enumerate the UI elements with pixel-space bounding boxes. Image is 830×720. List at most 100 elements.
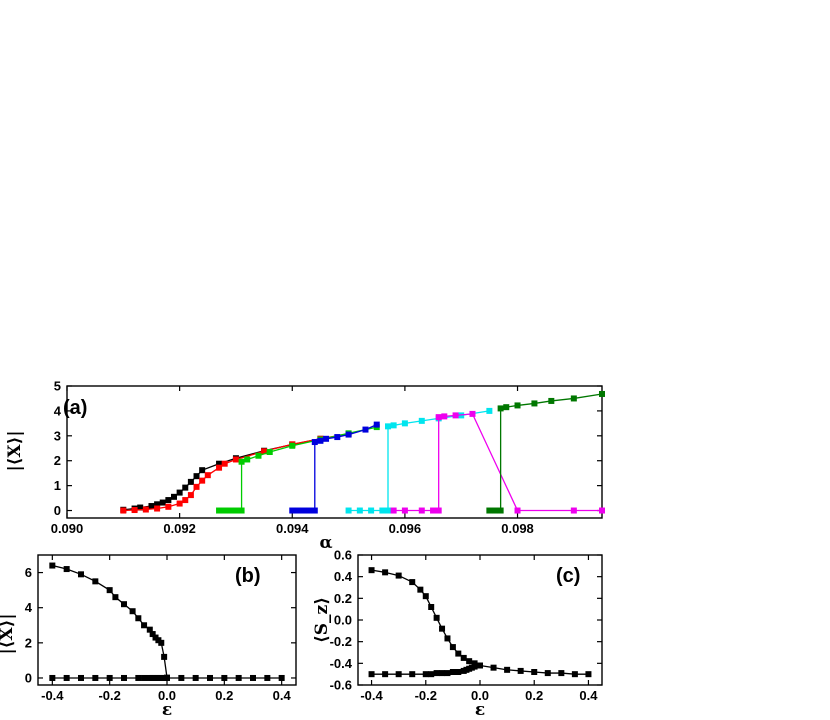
data-point	[390, 422, 397, 429]
panel-c-label: (c)	[556, 565, 580, 587]
data-point	[504, 666, 511, 673]
x-tick-label: 0.096	[389, 521, 422, 536]
data-point	[176, 500, 183, 507]
x-tick-label: 0.098	[501, 521, 534, 536]
panel-c: -0.4 -0.2 0.0 0.2 0.4 -0.6 -0.4 -0.2 0.0 0.2 0.4 0…	[312, 548, 603, 720]
y-tick-label: 0.0	[334, 613, 352, 628]
data-point	[300, 507, 307, 514]
data-point	[92, 674, 99, 681]
y-tick-label: 0.6	[334, 548, 352, 563]
data-point	[227, 507, 234, 514]
data-point	[469, 410, 476, 417]
data-point	[382, 671, 389, 678]
y-tick-label: 4	[54, 403, 62, 418]
data-point	[192, 674, 199, 681]
data-point	[193, 483, 200, 490]
panel-c-x-axis-label: ε	[475, 700, 485, 720]
data-point	[439, 670, 446, 677]
data-point	[165, 503, 172, 510]
y-tick-label: 2	[54, 453, 61, 468]
data-point	[164, 674, 170, 681]
data-point	[193, 473, 200, 480]
data-point	[368, 567, 375, 574]
data-point	[401, 507, 408, 514]
data-point	[409, 579, 416, 586]
data-point	[221, 507, 228, 514]
data-point	[390, 507, 397, 514]
data-point	[418, 417, 425, 424]
data-point	[278, 674, 285, 681]
data-point	[289, 507, 296, 514]
y-tick-label: 0	[54, 503, 61, 518]
y-tick-label: 5	[54, 379, 61, 394]
data-point	[490, 664, 497, 671]
data-point	[544, 670, 551, 677]
y-tick-label: 1	[54, 478, 61, 493]
panel-a-y-axis-label: |⟨X⟩|	[5, 430, 25, 471]
data-point	[514, 507, 521, 514]
data-point	[121, 674, 127, 681]
data-point	[417, 586, 424, 593]
data-point	[112, 594, 119, 601]
x-tick-label: 0.2	[215, 688, 233, 703]
data-point	[255, 452, 262, 459]
data-point	[120, 507, 127, 514]
data-point	[460, 654, 467, 661]
data-point	[444, 670, 451, 677]
data-point	[317, 437, 324, 444]
series-line	[393, 413, 602, 512]
data-point	[135, 674, 142, 681]
data-point	[187, 478, 194, 485]
data-point	[395, 671, 402, 678]
data-point	[161, 653, 168, 660]
data-point	[78, 571, 84, 578]
data-point	[503, 404, 510, 411]
data-point	[449, 644, 456, 651]
data-point	[306, 507, 313, 514]
data-point	[418, 507, 425, 514]
panel-a: 0.090 0.092 0.094 0.096 0.098 0 1 2 3 4 5 (a) α |…	[5, 379, 605, 553]
data-point	[221, 460, 228, 467]
data-point	[235, 674, 242, 681]
data-point	[441, 413, 448, 420]
data-point	[395, 572, 402, 579]
x-tick-label: 0.0	[158, 688, 176, 703]
data-point	[345, 431, 352, 438]
series-line	[489, 393, 603, 512]
panel-b-y-axis-label: |⟨X⟩|	[0, 613, 17, 654]
data-point	[409, 671, 416, 678]
data-point	[146, 626, 153, 633]
data-point	[433, 670, 440, 677]
data-point	[176, 489, 183, 496]
data-point	[199, 467, 206, 474]
data-point	[261, 448, 268, 455]
data-point	[216, 507, 223, 514]
data-point	[466, 658, 473, 665]
data-point	[514, 402, 521, 409]
data-point	[356, 507, 363, 514]
data-point	[142, 506, 149, 513]
data-point	[379, 507, 386, 514]
data-point	[599, 390, 605, 397]
data-point	[531, 669, 538, 675]
data-point	[141, 622, 148, 629]
data-point	[294, 507, 301, 514]
data-point	[385, 507, 391, 514]
x-tick-label: -0.4	[360, 688, 383, 703]
data-point	[121, 601, 127, 608]
y-tick-label: -0.2	[330, 634, 352, 649]
y-tick-label: 2	[25, 635, 32, 650]
data-point	[232, 456, 239, 463]
data-point	[428, 671, 435, 678]
data-point	[455, 650, 462, 657]
x-tick-label: 0.094	[276, 521, 309, 536]
panel-a-frame	[66, 385, 603, 519]
data-point	[486, 407, 493, 414]
data-point	[497, 405, 504, 412]
data-point	[216, 464, 223, 471]
data-point	[182, 484, 189, 491]
x-tick-label: 0.090	[51, 521, 84, 536]
data-point	[63, 674, 70, 681]
data-point	[455, 669, 462, 675]
